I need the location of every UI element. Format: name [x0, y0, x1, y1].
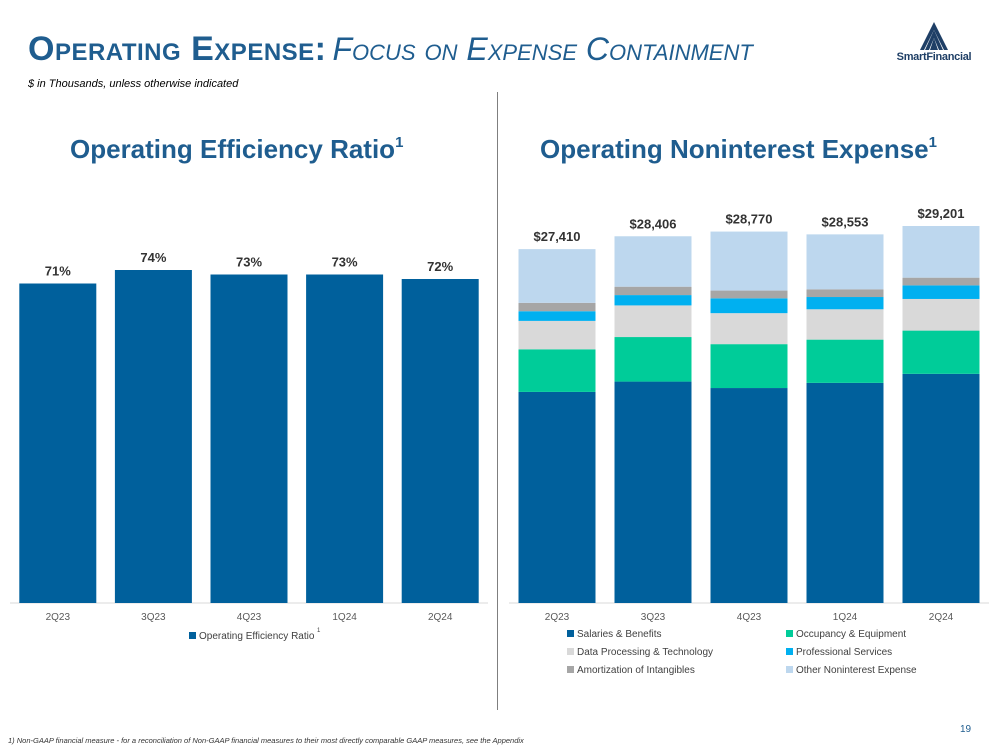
noninterest-tick-label: 2Q24 [929, 612, 954, 623]
noninterest-bar-segment [518, 391, 596, 603]
noninterest-chart-title-text: Operating Noninterest Expense [540, 134, 929, 164]
noninterest-chart-title-sup: 1 [928, 134, 937, 151]
noninterest-bar-segment [902, 298, 980, 331]
noninterest-bar-segment [806, 297, 884, 310]
noninterest-bar-segment [518, 302, 596, 312]
efficiency-data-label: 74% [140, 250, 166, 265]
noninterest-bar-segment [902, 330, 980, 374]
page-title-main: Operating Expense: [28, 30, 327, 68]
noninterest-legend: Salaries & Benefits Occupancy & Equipment… [567, 629, 917, 676]
noninterest-total-label: $28,553 [822, 214, 869, 229]
noninterest-tick-label: 3Q23 [641, 612, 666, 623]
noninterest-bar-segment [902, 373, 980, 603]
efficiency-data-label: 73% [332, 255, 358, 270]
efficiency-bar [306, 274, 384, 603]
noninterest-bar-segment [614, 295, 692, 306]
noninterest-bar-segment [518, 349, 596, 392]
noninterest-legend-label: Other Noninterest Expense [796, 665, 917, 676]
noninterest-bar-segment [902, 277, 980, 286]
noninterest-bar-segment [614, 337, 692, 382]
noninterest-legend-swatch [786, 630, 793, 637]
noninterest-legend-label: Salaries & Benefits [577, 629, 662, 640]
noninterest-legend-label: Data Processing & Technology [577, 647, 713, 658]
efficiency-data-label: 71% [45, 264, 71, 279]
noninterest-bar-segment [710, 313, 788, 345]
noninterest-bar-segment [614, 381, 692, 603]
noninterest-bar-segment [710, 344, 788, 389]
efficiency-legend: Operating Efficiency Ratio 1 [189, 628, 321, 642]
noninterest-bar-segment [614, 236, 692, 287]
noninterest-bar-segment [518, 249, 596, 303]
efficiency-chart-title: Operating Efficiency Ratio1 [70, 134, 403, 165]
noninterest-bar-segment [902, 226, 980, 278]
noninterest-bar-segment [902, 285, 980, 299]
noninterest-bar-segment [806, 339, 884, 383]
page-number: 19 [960, 724, 972, 735]
efficiency-chart-title-sup: 1 [395, 134, 404, 151]
efficiency-bar [114, 270, 192, 603]
noninterest-bar-segment [518, 311, 596, 321]
efficiency-legend-sup: 1 [317, 628, 321, 634]
noninterest-bar-segment [710, 231, 788, 291]
noninterest-chart-title: Operating Noninterest Expense1 [540, 134, 937, 165]
noninterest-legend-label: Amortization of Intangibles [577, 665, 695, 676]
noninterest-total-label: $27,410 [534, 229, 581, 244]
page-subtitle: $ in Thousands, unless otherwise indicat… [28, 78, 239, 90]
efficiency-bar [19, 283, 97, 603]
noninterest-total-label: $28,406 [630, 216, 677, 231]
noninterest-bar-segment [710, 290, 788, 299]
section-divider [497, 92, 498, 710]
noninterest-legend-label: Professional Services [796, 647, 892, 658]
efficiency-tick-label: 2Q23 [46, 612, 71, 623]
noninterest-chart: $27,410 2Q23 $28,406 3Q23 $28,770 4Q23 $28,553… [509, 206, 989, 676]
efficiency-bar [401, 279, 479, 603]
noninterest-total-label: $28,770 [726, 212, 773, 227]
noninterest-bar-segment [518, 320, 596, 350]
noninterest-tick-label: 4Q23 [737, 612, 762, 623]
noninterest-legend-swatch [567, 648, 574, 655]
footnote: 1) Non-GAAP financial measure - for a re… [8, 736, 524, 745]
noninterest-tick-label: 2Q23 [545, 612, 570, 623]
noninterest-legend-label: Occupancy & Equipment [796, 629, 906, 640]
noninterest-bar-segment [614, 305, 692, 338]
noninterest-tick-label: 1Q24 [833, 612, 858, 623]
noninterest-total-label: $29,201 [918, 206, 965, 221]
efficiency-data-label: 73% [236, 255, 262, 270]
mountain-logo-icon [920, 22, 948, 50]
efficiency-legend-swatch [189, 632, 196, 639]
page-title-sub: Focus on Expense Containment [332, 31, 753, 67]
noninterest-bar-segment [614, 286, 692, 296]
noninterest-legend-swatch [567, 666, 574, 673]
efficiency-tick-label: 3Q23 [141, 612, 166, 623]
efficiency-legend-label: Operating Efficiency Ratio [199, 631, 315, 642]
noninterest-legend-swatch [786, 666, 793, 673]
noninterest-bar-segment [806, 234, 884, 290]
page-title: Operating Expense: Focus on Expense Conta… [28, 30, 753, 69]
efficiency-bar [210, 274, 288, 603]
noninterest-legend-swatch [786, 648, 793, 655]
efficiency-tick-label: 4Q23 [237, 612, 262, 623]
efficiency-chart: 71% 2Q23 74% 3Q23 73% 4Q23 73% 1Q24 72% 2Q24 Opera… [10, 250, 488, 642]
noninterest-bar-segment [710, 298, 788, 314]
efficiency-tick-label: 1Q24 [332, 612, 357, 623]
efficiency-chart-title-text: Operating Efficiency Ratio [70, 134, 396, 164]
noninterest-legend-swatch [567, 630, 574, 637]
noninterest-bar-segment [806, 289, 884, 298]
noninterest-bar-segment [710, 388, 788, 603]
efficiency-tick-label: 2Q24 [428, 612, 453, 623]
noninterest-bar-segment [806, 309, 884, 340]
logo-text: SmartFinancial [896, 51, 972, 63]
efficiency-data-label: 72% [427, 259, 453, 274]
noninterest-bar-segment [806, 382, 884, 603]
